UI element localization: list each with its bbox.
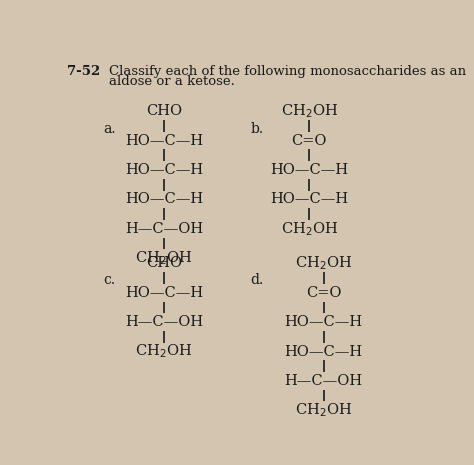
Text: HO—C—H: HO—C—H (125, 193, 203, 206)
Text: aldose or a ketose.: aldose or a ketose. (109, 75, 235, 88)
Text: H—C—OH: H—C—OH (125, 315, 203, 329)
Text: a.: a. (103, 122, 116, 136)
Text: d.: d. (250, 272, 264, 286)
Text: C=O: C=O (306, 286, 341, 300)
Text: HO—C—H: HO—C—H (125, 286, 203, 300)
Text: Classify each of the following monosaccharides as an: Classify each of the following monosacch… (109, 65, 466, 78)
Text: C=O: C=O (292, 133, 327, 148)
Text: H—C—OH: H—C—OH (285, 374, 363, 388)
Text: CH$_2$OH: CH$_2$OH (136, 249, 192, 267)
Text: CH$_2$OH: CH$_2$OH (281, 220, 337, 238)
Text: CHO: CHO (146, 257, 182, 271)
Text: c.: c. (103, 272, 116, 286)
Text: HO—C—H: HO—C—H (285, 345, 363, 359)
Text: b.: b. (250, 122, 264, 136)
Text: HO—C—H: HO—C—H (285, 315, 363, 329)
Text: CHO: CHO (146, 104, 182, 118)
Text: HO—C—H: HO—C—H (125, 163, 203, 177)
Text: CH$_2$OH: CH$_2$OH (281, 102, 337, 120)
Text: H—C—OH: H—C—OH (125, 222, 203, 236)
Text: HO—C—H: HO—C—H (125, 133, 203, 148)
Text: CH$_2$OH: CH$_2$OH (295, 401, 352, 419)
Text: 7-52: 7-52 (66, 65, 100, 78)
Text: HO—C—H: HO—C—H (270, 193, 348, 206)
Text: CH$_2$OH: CH$_2$OH (136, 343, 192, 360)
Text: HO—C—H: HO—C—H (270, 163, 348, 177)
Text: CH$_2$OH: CH$_2$OH (295, 255, 352, 272)
